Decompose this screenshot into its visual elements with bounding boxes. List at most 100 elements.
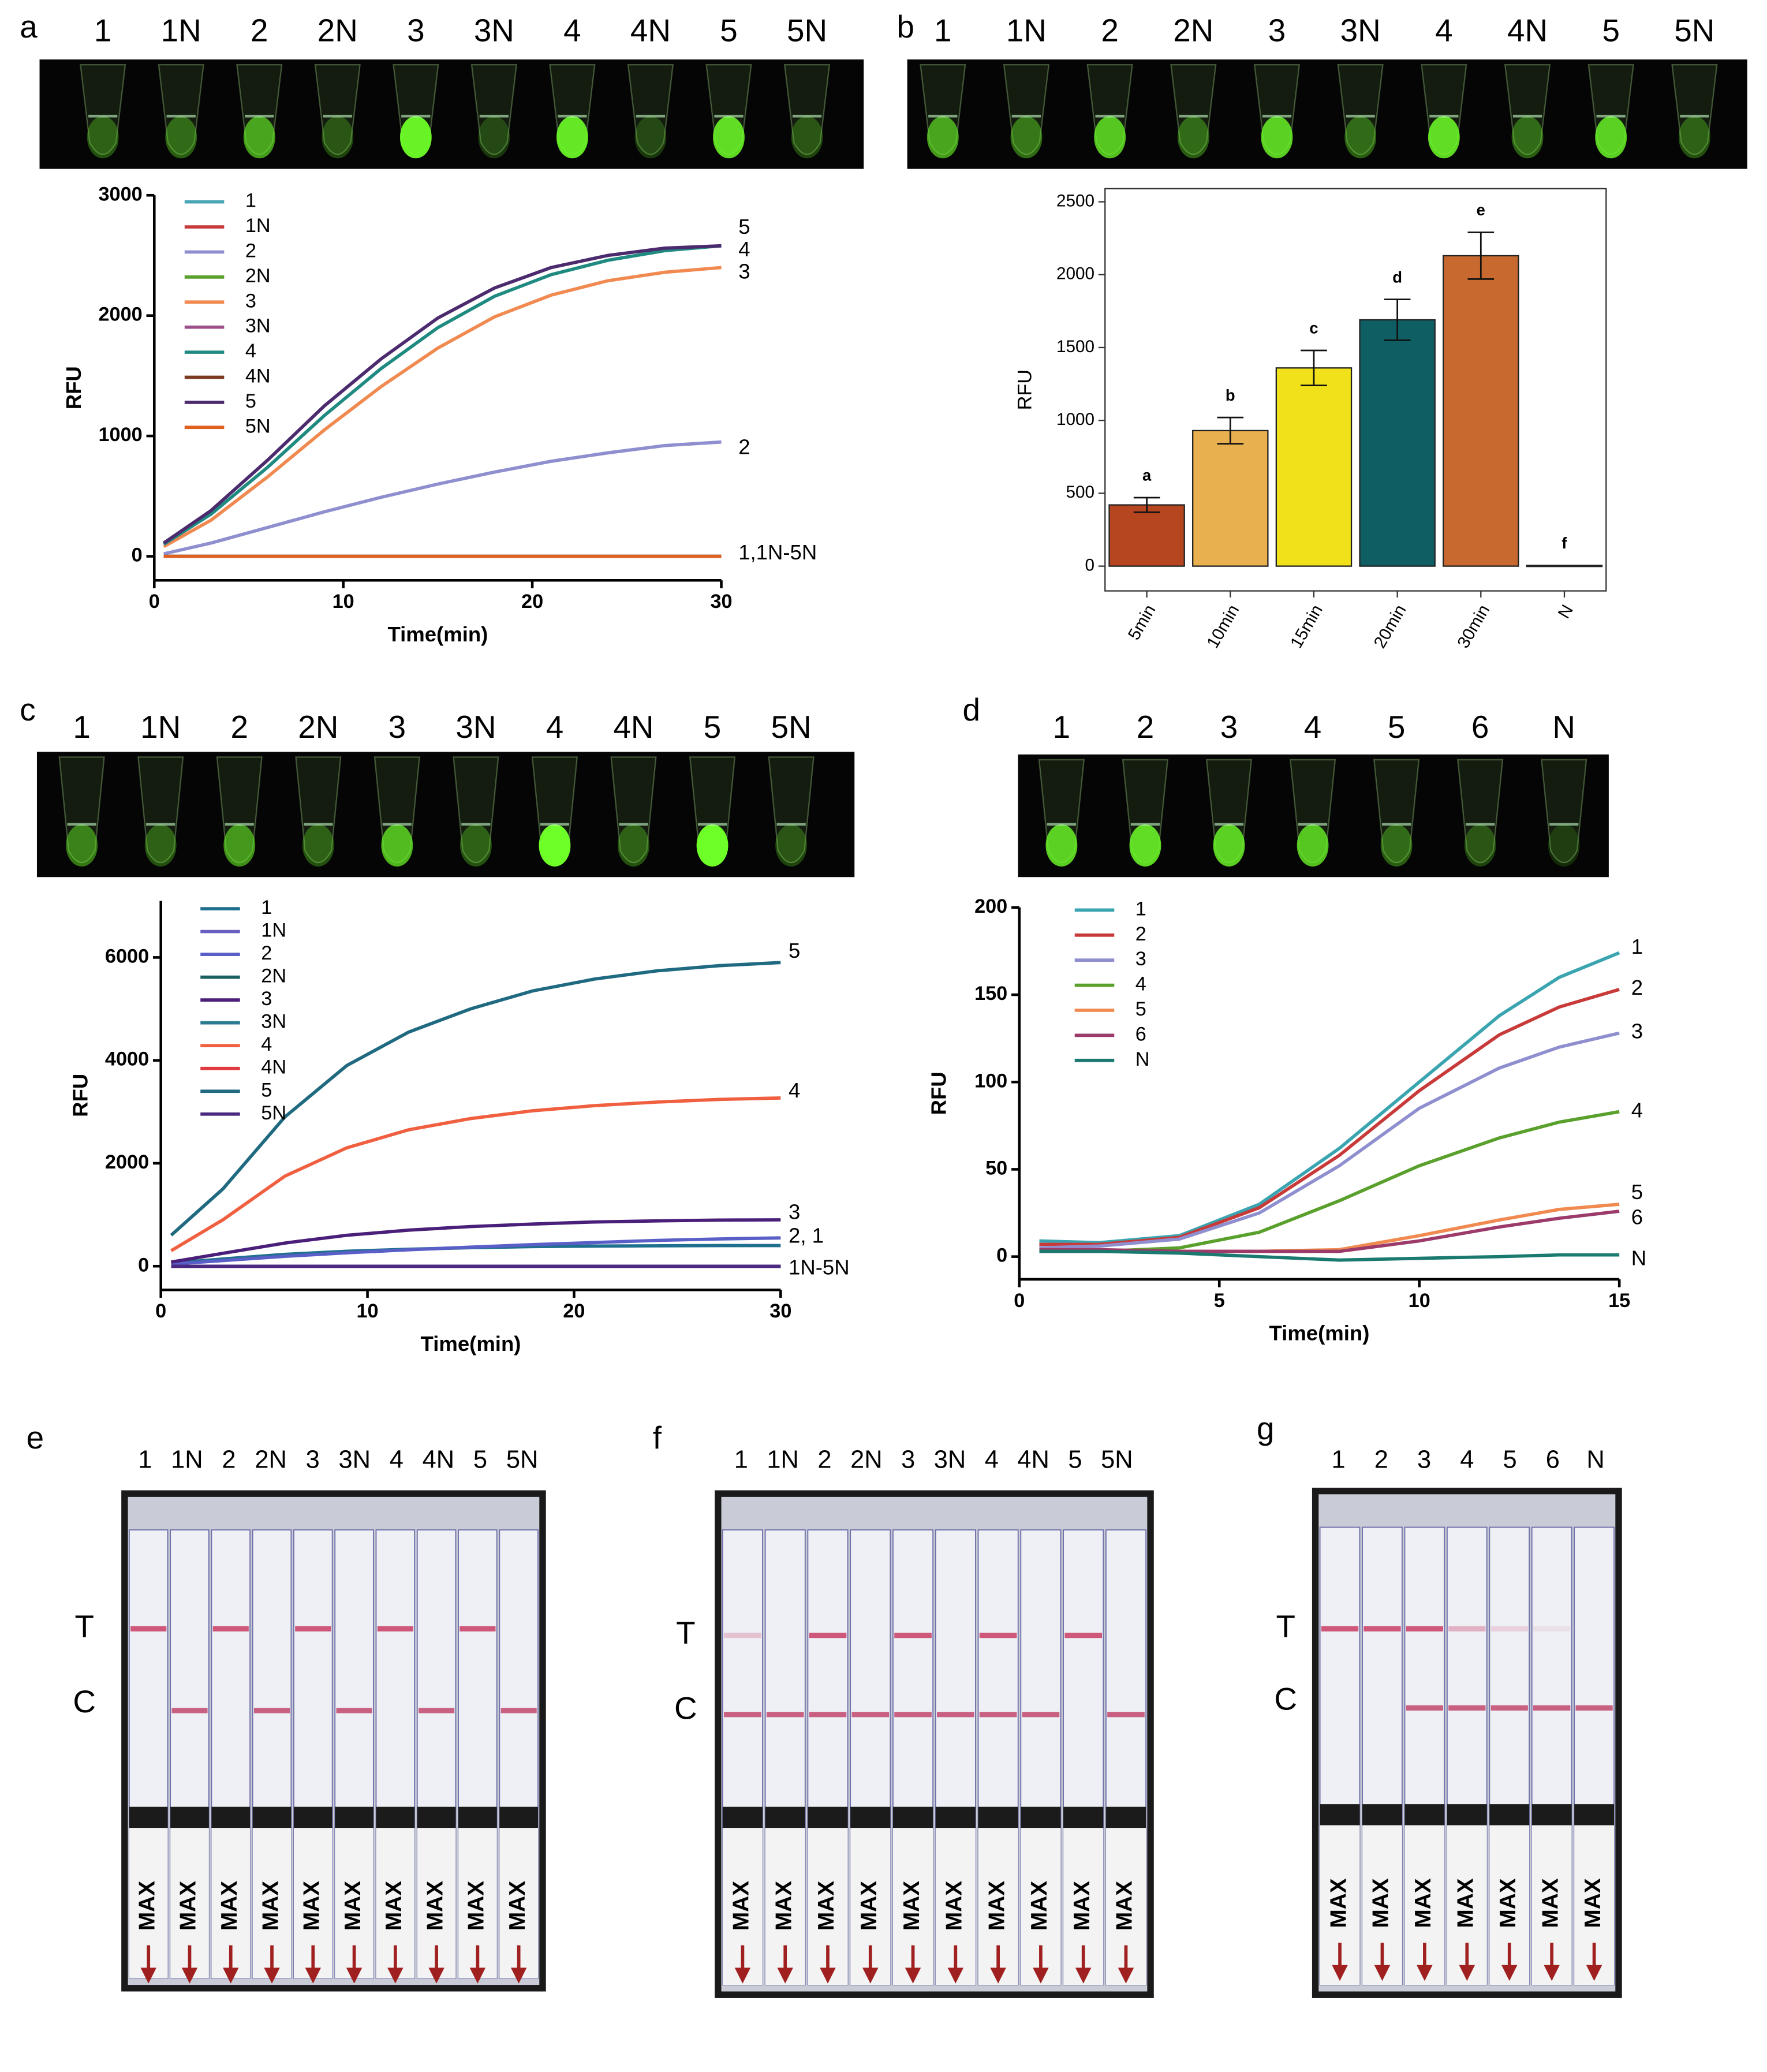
tube — [314, 64, 361, 155]
arrow-head — [428, 1968, 444, 1984]
sample-pad-edge — [892, 1806, 933, 1828]
y-tick-label: 500 — [1066, 483, 1094, 502]
legend-label: 3 — [245, 290, 256, 312]
test-line-label: T — [74, 1608, 94, 1644]
legend-label: 1N — [261, 920, 286, 942]
arrow-head — [469, 1968, 486, 1984]
tube-glow — [1010, 116, 1043, 159]
tube-glow — [556, 116, 588, 159]
x-tick-label: 0 — [149, 591, 160, 613]
tube-label: 2 — [251, 13, 268, 48]
control-line — [171, 1708, 208, 1713]
tube-label: 1 — [94, 13, 111, 48]
tube-glow — [1380, 824, 1413, 867]
control-line — [1107, 1712, 1145, 1718]
tube — [1170, 64, 1217, 155]
tube-glow — [1213, 824, 1245, 867]
strip-label: 2 — [1374, 1446, 1388, 1474]
sample-pad-edge — [293, 1806, 333, 1828]
end-label: 5 — [738, 215, 750, 238]
legend-label: 4N — [245, 365, 271, 387]
sample-pad-edge — [978, 1806, 1018, 1828]
tube-label: 5 — [1388, 709, 1405, 745]
strip-label: 4N — [423, 1446, 454, 1474]
y-tick-label: 200 — [974, 895, 1007, 917]
legend-label: 4N — [261, 1056, 286, 1078]
tube-label: 5N — [787, 13, 827, 48]
test-line — [130, 1626, 167, 1632]
tube-glow — [223, 824, 256, 867]
tube-label: 1N — [140, 709, 181, 745]
tube — [470, 64, 517, 155]
tube — [1504, 64, 1551, 155]
sample-pad-edge — [1489, 1804, 1530, 1825]
control-line — [937, 1712, 974, 1718]
x-tick-label: 10min — [1203, 602, 1243, 652]
y-tick-label: 2500 — [1056, 191, 1094, 210]
tube — [1541, 759, 1587, 863]
legend-label: N — [1135, 1048, 1150, 1070]
tube — [1457, 759, 1504, 863]
y-tick-label: 3000 — [99, 183, 143, 205]
max-label: MAX — [217, 1881, 242, 1931]
control-line — [809, 1712, 847, 1718]
tube-label: 4 — [1435, 13, 1452, 48]
y-tick-label: 0 — [1085, 555, 1094, 574]
strip-label: 5 — [1068, 1446, 1082, 1474]
strip-label: 1 — [1332, 1446, 1346, 1474]
series-line — [163, 244, 722, 546]
y-tick-label: 1500 — [1056, 337, 1094, 356]
y-tick-label: 6000 — [105, 945, 149, 967]
y-tick-label: 2000 — [1056, 264, 1094, 283]
tube-glow — [775, 824, 808, 867]
strip-label: 4 — [985, 1446, 999, 1474]
arrow-head — [1459, 1965, 1475, 1981]
strip-label: 6 — [1546, 1446, 1560, 1474]
legend-label: 4 — [245, 340, 256, 362]
legend-label: 5 — [261, 1079, 272, 1101]
x-axis-label: Time(min) — [421, 1332, 521, 1356]
sample-pad-edge — [1320, 1804, 1360, 1825]
legend-label: 1 — [1135, 898, 1146, 920]
significance-letter: b — [1226, 386, 1235, 404]
tube-label: 5 — [720, 13, 737, 48]
tube-glow — [1595, 116, 1627, 159]
tube-label: 5 — [1602, 13, 1619, 48]
tube-glow — [460, 824, 492, 867]
tube-label: 1 — [934, 13, 951, 48]
tube — [295, 756, 342, 863]
tube-label: 2 — [1101, 13, 1118, 48]
legend-label: 6 — [1135, 1023, 1146, 1045]
arrow-head — [264, 1968, 280, 1984]
x-tick-label: 5min — [1125, 602, 1160, 643]
arrow-head — [734, 1968, 751, 1984]
test-line — [460, 1626, 496, 1632]
panel-letter: f — [653, 1420, 662, 1455]
end-label: N — [1631, 1246, 1646, 1270]
tube — [1671, 64, 1718, 155]
strip-label: N — [1586, 1446, 1604, 1474]
control-line — [979, 1712, 1017, 1718]
end-label: 5 — [1631, 1180, 1643, 1204]
tube-glow — [618, 824, 649, 867]
x-tick-label: 15min — [1287, 602, 1327, 652]
arrow-head — [387, 1968, 404, 1984]
y-tick-label: 1000 — [1056, 410, 1094, 429]
max-label: MAX — [942, 1881, 967, 1931]
arrow-head — [305, 1968, 322, 1984]
panel-letter: g — [1257, 1410, 1274, 1446]
legend-label: 2 — [261, 942, 272, 964]
x-tick-label: 20min — [1370, 602, 1410, 652]
sample-pad-edge — [850, 1806, 891, 1828]
tube-glow — [1129, 824, 1161, 867]
tube-label: 4 — [546, 709, 563, 745]
control-line — [1490, 1705, 1528, 1711]
series-line — [1039, 1110, 1620, 1253]
sample-pad-edge — [417, 1806, 456, 1828]
tube-label: 3N — [1340, 13, 1381, 48]
sample-pad-edge — [335, 1806, 373, 1828]
control-line — [500, 1708, 537, 1713]
tube — [1373, 759, 1420, 863]
x-tick-label: 15 — [1608, 1290, 1630, 1312]
